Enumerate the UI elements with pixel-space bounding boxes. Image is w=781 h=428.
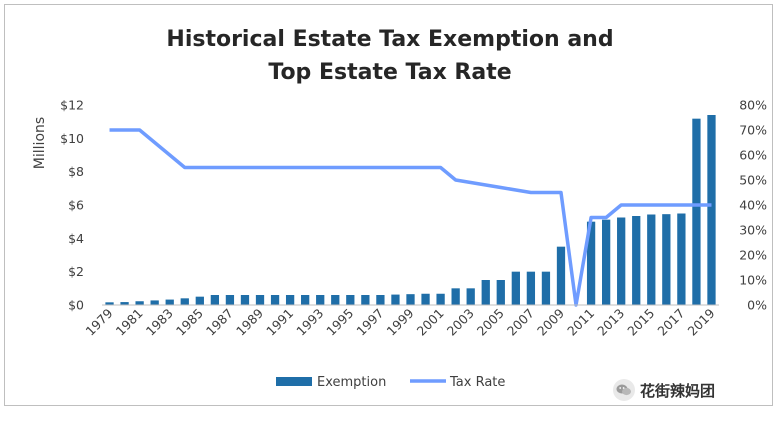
bar-exemption-1985: [195, 296, 204, 305]
bar-exemption-2003: [466, 288, 475, 305]
bar-exemption-2017: [677, 213, 686, 305]
watermark: 花街辣妈团: [613, 378, 715, 402]
y-left-tick: $12: [60, 98, 84, 113]
bar-exemption-2005: [496, 280, 505, 305]
x-tick-label: 1997: [353, 306, 386, 339]
bar-exemption-2009: [556, 246, 566, 305]
x-tick-label: 1981: [113, 306, 146, 339]
y-axis-left-label: Millions: [32, 117, 48, 169]
legend-exemption-label: Exemption: [317, 375, 386, 390]
bar-exemption-1997: [376, 295, 385, 305]
bar-exemption-1994: [331, 295, 340, 305]
x-tick-label: 2011: [564, 306, 597, 339]
y-left-tick: $0: [68, 298, 84, 313]
y-right-tick: 80%: [739, 98, 767, 113]
bar-exemption-1987: [225, 295, 235, 305]
x-tick-label: 1991: [263, 306, 296, 339]
bar-exemption-1999: [406, 294, 415, 305]
bar-exemption-1992: [301, 295, 310, 305]
watermark-text: 花街辣妈团: [640, 381, 716, 400]
y-left-tick: $2: [68, 264, 84, 279]
bar-exemption-1984: [180, 298, 189, 305]
legend: Exemption Tax Rate: [276, 375, 505, 390]
bar-exemption-2011: [586, 221, 596, 305]
y-right-tick: 10%: [739, 273, 767, 288]
bar-exemption-2015: [647, 214, 656, 305]
y-right-tick: 50%: [739, 173, 767, 188]
legend-taxrate-label: Tax Rate: [449, 375, 505, 390]
y-left-tick: $10: [60, 131, 84, 146]
y-right-tick: 20%: [739, 248, 767, 263]
bar-exemption-1981: [135, 301, 144, 305]
x-tick-label: 1987: [203, 306, 236, 339]
bar-exemption-1989: [255, 295, 265, 305]
bar-exemption-1996: [361, 295, 370, 305]
chart-title-line-2: Top Estate Tax Rate: [268, 60, 511, 85]
wechat-icon: [613, 379, 635, 401]
bar-exemption-1995: [346, 295, 355, 305]
x-tick-label: 2007: [504, 306, 537, 339]
line-tax-rate: [109, 128, 712, 307]
x-tick-label: 2013: [594, 306, 627, 339]
y-left-tick: $6: [68, 198, 84, 213]
bar-exemption-1982: [150, 300, 159, 305]
bar-exemption-1990: [270, 295, 280, 305]
chart-title-line-1: Historical Estate Tax Exemption and: [166, 27, 613, 52]
bar-exemption-1979: [105, 302, 114, 305]
bar-exemption-2016: [662, 214, 671, 305]
x-tick-label: 2019: [684, 305, 717, 338]
bar-exemption-1993: [316, 295, 325, 305]
x-tick-label: 2009: [534, 305, 567, 338]
y-right-tick: 0%: [747, 298, 767, 313]
bar-exemption-2008: [541, 271, 551, 305]
bar-exemption-1983: [165, 299, 174, 305]
x-tick-label: 1993: [293, 306, 326, 339]
x-tick-label: 2017: [654, 306, 687, 339]
x-tick-label: 2015: [624, 306, 657, 339]
bar-exemption-2002: [451, 288, 460, 305]
y-left-tick: $4: [68, 231, 84, 246]
bar-exemption-1980: [120, 302, 129, 305]
bar-exemption-2007: [526, 271, 536, 305]
y-right-tick: 40%: [739, 198, 767, 213]
x-tick-label: 1999: [384, 305, 417, 338]
x-tick-label: 1989: [233, 305, 266, 338]
legend-exemption-swatch: [276, 377, 312, 386]
x-tick-label: 1979: [83, 305, 116, 338]
x-tick-label: 1995: [323, 306, 356, 339]
y-right-tick: 70%: [739, 123, 767, 138]
y-right-tick: 30%: [739, 223, 767, 238]
bar-exemption-2004: [481, 280, 490, 305]
x-tick-label: 2005: [474, 306, 507, 339]
bar-exemption-1986: [210, 295, 220, 305]
x-tick-label: 1985: [173, 306, 206, 339]
bar-exemption-1991: [285, 295, 295, 305]
bar-exemption-2006: [511, 271, 520, 305]
x-tick-label: 2001: [414, 306, 447, 339]
plot-background: [102, 105, 719, 305]
bar-exemption-2013: [617, 217, 626, 305]
y-right-tick: 60%: [739, 148, 767, 163]
plot-area: $0 $2 $4 $6 $8 $10 $12 0% 10% 20% 30% 40% 50% 60% 70% 8…: [60, 98, 767, 339]
bar-exemption-2014: [632, 216, 641, 305]
x-tick-label: 1983: [143, 306, 176, 339]
bar-exemption-2000: [421, 293, 430, 305]
bar-exemption-1988: [240, 295, 250, 305]
bar-exemption-2012: [602, 219, 611, 305]
y-left-tick: $8: [68, 164, 84, 179]
bar-exemption-2019: [707, 115, 716, 305]
bar-exemption-2018: [692, 118, 701, 305]
bar-exemption-1998: [391, 294, 400, 305]
bar-exemption-2001: [436, 293, 445, 305]
x-tick-label: 2003: [444, 306, 477, 339]
